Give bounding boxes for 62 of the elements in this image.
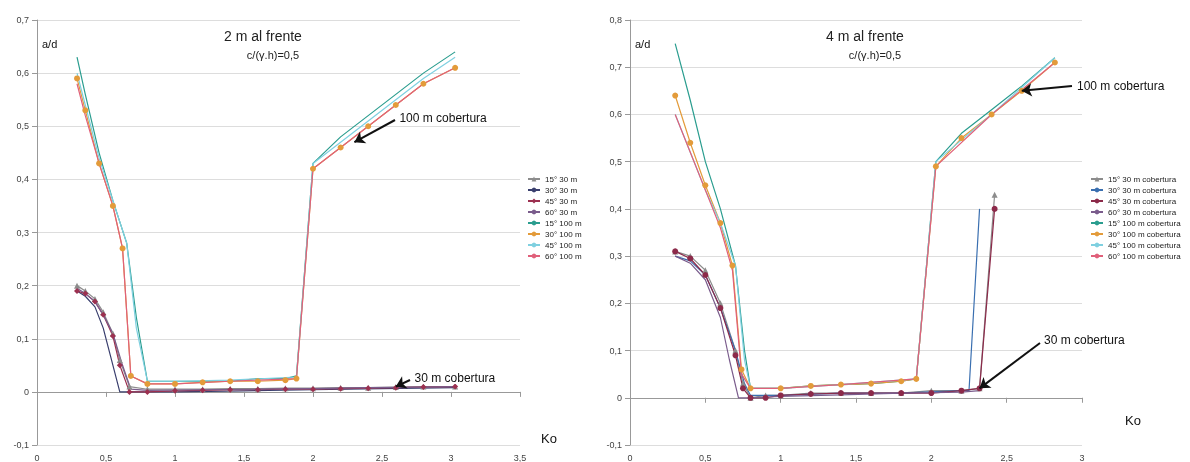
text: c/(γ.h)=0,5 xyxy=(848,48,902,61)
annotation: 30 m cobertura xyxy=(414,370,496,385)
x-tick-label: 1 xyxy=(778,452,784,462)
x-tick-label: 3,5 xyxy=(513,452,527,462)
x-tick-label: 2,5 xyxy=(375,452,389,462)
y-tick-label: 0 xyxy=(23,386,29,397)
y-tick-label: 0,3 xyxy=(16,227,29,238)
legend-label: 60° 100 m xyxy=(545,251,582,261)
y-tick-label: 0,3 xyxy=(609,251,622,262)
annotation: 30 m cobertura xyxy=(1044,333,1126,347)
x-tick-label: 1,5 xyxy=(237,452,251,462)
legend-label: 30° 30 m xyxy=(545,185,578,195)
y-tick-label: 0 xyxy=(616,392,622,403)
legend-label: 30° 100 m cobertura xyxy=(1108,229,1182,239)
x-tick-label: 0,5 xyxy=(699,452,712,462)
legend-label: 45° 100 m cobertura xyxy=(1108,240,1182,250)
legend-label: 30° 100 m xyxy=(545,229,582,239)
y-axis-title: a/d xyxy=(42,37,58,50)
legend-label: 30° 30 m cobertura xyxy=(1108,185,1177,195)
x-tick-label: 2 xyxy=(928,452,934,462)
x-tick-label: 3 xyxy=(448,452,454,462)
annotation: 100 m cobertura xyxy=(1076,78,1165,93)
legend-label: 45° 30 m xyxy=(545,196,578,206)
x-tick-label: 0 xyxy=(34,452,40,462)
legend-label: 45° 30 m cobertura xyxy=(1108,196,1177,206)
legend-label: 15° 100 m xyxy=(545,218,582,228)
legend-label: 15° 30 m xyxy=(545,174,578,184)
y-tick-label: 0,5 xyxy=(16,121,29,132)
legend-label: 45° 100 m xyxy=(545,240,582,250)
text: 4 m al frente xyxy=(826,28,905,44)
x-tick-label: 3 xyxy=(1079,452,1085,462)
x-tick-label: 2,5 xyxy=(1000,452,1013,462)
y-tick-label: 0,6 xyxy=(16,68,29,79)
x-tick-label: 0 xyxy=(627,452,633,462)
y-tick-label: 0,5 xyxy=(609,156,622,167)
legend-label: 60° 30 m cobertura xyxy=(1108,207,1177,217)
y-axis-title: a/d xyxy=(635,37,651,50)
legend-label: 15° 30 m cobertura xyxy=(1108,174,1177,184)
y-tick-label: 0,1 xyxy=(16,333,29,344)
y-tick-label: 0,4 xyxy=(609,203,622,214)
y-tick-label: 0,2 xyxy=(16,280,29,291)
annotation: 100 m cobertura xyxy=(399,110,488,125)
text: c/(γ.h)=0,5 xyxy=(246,48,300,61)
x-tick-label: 0,5 xyxy=(99,452,113,462)
x-tick-label: 2 xyxy=(310,452,316,462)
y-tick-label: -0,1 xyxy=(13,440,29,450)
x-tick-label: 1,5 xyxy=(849,452,863,462)
legend-label: 15° 100 m cobertura xyxy=(1108,218,1182,228)
legend-label: 60° 30 m xyxy=(545,207,578,217)
y-tick-label: 0,7 xyxy=(609,62,622,73)
x-axis-title: Ko xyxy=(1125,413,1141,428)
y-tick-label: 0,2 xyxy=(609,298,622,309)
legend-label: 60° 100 m cobertura xyxy=(1108,251,1182,261)
y-tick-label: 0,1 xyxy=(609,345,622,356)
y-tick-label: -0,1 xyxy=(606,440,622,450)
y-tick-label: 0,4 xyxy=(16,174,29,185)
x-tick-label: 1 xyxy=(172,452,178,462)
y-tick-label: 0,8 xyxy=(609,15,622,25)
x-axis-title: Ko xyxy=(541,431,557,446)
y-tick-label: 0,6 xyxy=(609,109,622,120)
y-tick-label: 0,7 xyxy=(16,15,29,25)
text: 2 m al frente xyxy=(224,28,303,44)
